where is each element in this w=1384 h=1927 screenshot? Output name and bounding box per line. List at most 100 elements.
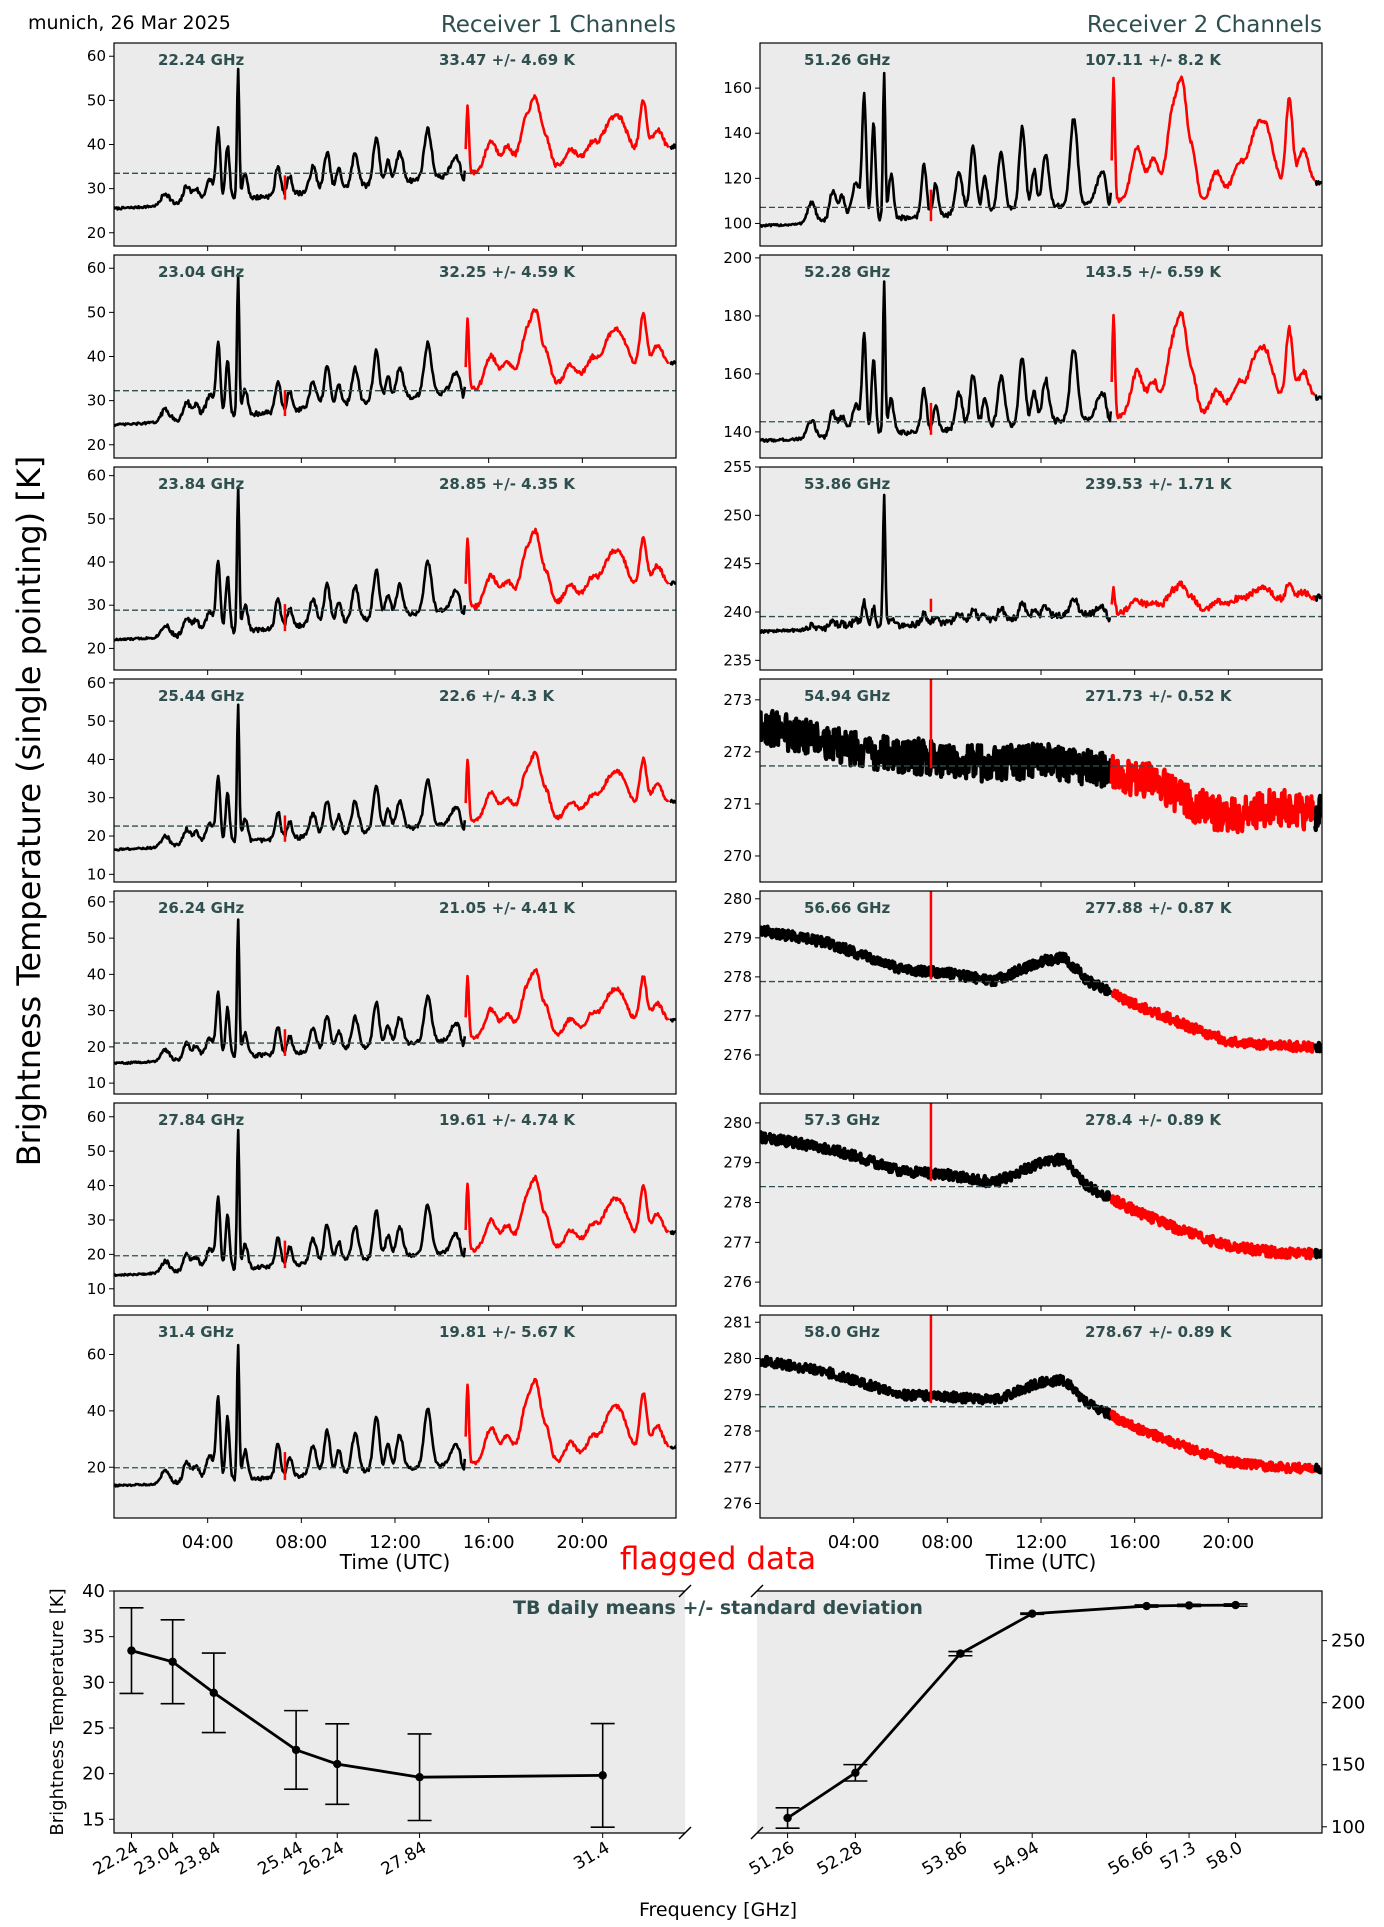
y-tick-label: 30: [87, 180, 106, 198]
series-line-flagged: [464, 1377, 670, 1466]
mean-point: [956, 1649, 965, 1658]
y-tick-label: 40: [87, 1177, 106, 1195]
channel-stat-label: 19.81 +/- 5.67 K: [439, 1323, 576, 1341]
panel-receiver2-channel-7: 276 277 278 279 280 281 58.0 GHz 278.67 +/- 0.8…: [723, 1313, 1323, 1574]
y-tick-label: 30: [87, 1211, 106, 1229]
y-tick-label: 255: [723, 458, 752, 476]
y-tick-label: 279: [723, 929, 752, 947]
series-line-flagged: [1110, 310, 1316, 420]
panel-background: [760, 891, 1322, 1094]
y-tick-label: 50: [87, 929, 106, 947]
y-tick-label: 245: [723, 555, 752, 573]
y-tick-label: 10: [87, 865, 106, 883]
x-tick-label: 12:00: [369, 1532, 421, 1553]
mean-point: [598, 1771, 607, 1780]
y-tick-label: 235: [723, 651, 752, 669]
x-tick-label: 16:00: [463, 1532, 515, 1553]
y-tick-label: 276: [723, 1495, 752, 1513]
y-tick-label: 276: [723, 1273, 752, 1291]
x-tick-label: 12:00: [1015, 1532, 1067, 1553]
axis-break-mark: [678, 1584, 692, 1598]
series-group: [114, 918, 676, 1065]
y-tick-label: 40: [87, 136, 106, 154]
y-tick-label: 40: [87, 348, 106, 366]
channel-frequency-label: 51.26 GHz: [804, 51, 891, 69]
x-tick-label: 08:00: [275, 1532, 327, 1553]
series-line-valid: [114, 918, 467, 1065]
left-y-tick-label: 15: [82, 1809, 105, 1830]
y-tick-label: 20: [87, 1458, 106, 1476]
channel-stat-label: 19.61 +/- 4.74 K: [439, 1111, 576, 1129]
mean-point: [1027, 1609, 1037, 1618]
panel-background: [114, 43, 676, 246]
series-group: [114, 67, 676, 211]
channel-frequency-label: 23.84 GHz: [158, 475, 245, 493]
panel-background: [760, 467, 1322, 670]
summary-right-background: [757, 1591, 1322, 1833]
series-line-valid-tail: [1313, 1462, 1322, 1475]
panel-background: [760, 1103, 1322, 1306]
panel-receiver2-channel-3: 235 240 245 250 255 53.86 GHz 239.53 +/- 1.71 …: [723, 458, 1323, 675]
series-line-valid-tail: [669, 580, 676, 586]
y-tick-label: 160: [723, 79, 752, 97]
x-tick-label: 08:00: [921, 1532, 973, 1553]
y-tick-label: 277: [723, 1458, 752, 1476]
y-tick-label: 30: [87, 392, 106, 410]
y-tick-label: 50: [87, 712, 106, 730]
y-tick-label: 140: [723, 124, 752, 142]
y-tick-label: 40: [87, 965, 106, 983]
panel-receiver1-channel-5: 10 20 30 40 50 60 26.24 GHz 21.05 +/- 4.41 K: [87, 890, 677, 1099]
y-tick-label: 30: [87, 1002, 106, 1020]
mean-point: [783, 1813, 792, 1823]
channel-frequency-label: 58.0 GHz: [804, 1323, 880, 1341]
series-line-flagged: [464, 968, 670, 1040]
y-tick-label: 60: [87, 467, 106, 485]
y-tick-label: 40: [87, 750, 106, 768]
channel-stat-label: 143.5 +/- 6.59 K: [1085, 263, 1222, 281]
y-tick-label: 160: [723, 365, 752, 383]
panel-receiver1-channel-7: 20 40 60 31.4 GHz 19.81 +/- 5.67 K 04:00 08:00…: [87, 1314, 677, 1574]
summary-chart: TB daily means +/- standard deviation 15 2…: [47, 1581, 1365, 1921]
panel-receiver1-channel-1: 20 30 40 50 60 22.24 GHz 33.47 +/- 4.69 K: [87, 42, 677, 251]
mean-point: [415, 1773, 424, 1782]
series-line-valid: [114, 272, 467, 428]
series-line-flagged: [1110, 988, 1316, 1054]
channel-frequency-label: 26.24 GHz: [158, 899, 245, 917]
y-tick-label: 60: [87, 1108, 106, 1126]
left-y-tick-label: 35: [82, 1627, 105, 1648]
series-line-valid: [114, 1128, 467, 1277]
series-line-valid: [760, 1130, 1113, 1202]
channel-stat-label: 278.67 +/- 0.89 K: [1085, 1323, 1233, 1341]
y-tick-label: 273: [723, 691, 752, 709]
y-tick-label: 20: [87, 827, 106, 845]
summary-right-frame: [757, 1590, 1323, 1834]
y-tick-label: 20: [87, 224, 106, 242]
channel-frequency-label: 57.3 GHz: [804, 1111, 880, 1129]
flagged-data-label: flagged data: [620, 1541, 816, 1577]
y-tick-label: 60: [87, 1345, 106, 1363]
x-tick-label: 04:00: [828, 1532, 880, 1553]
y-tick-label: 20: [87, 1245, 106, 1263]
mean-point: [168, 1657, 177, 1666]
panel-receiver2-channel-1: 100 120 140 160 51.26 GHz 107.11 +/- 8.2 K: [723, 42, 1323, 251]
right-y-tick-label: 250: [1331, 1631, 1365, 1652]
y-tick-label: 278: [723, 1422, 752, 1440]
series-line-valid: [760, 708, 1113, 789]
panel-background: [114, 891, 676, 1094]
series-line-valid-tail: [1313, 1040, 1322, 1054]
series-line-valid-tail: [1313, 793, 1322, 833]
y-tick-label: 271: [723, 795, 752, 813]
series-group: [760, 280, 1322, 443]
x-tick-label: 16:00: [1109, 1532, 1161, 1553]
mean-point: [1142, 1601, 1151, 1611]
location-date-label: munich, 26 Mar 2025: [28, 12, 231, 34]
y-tick-label: 278: [723, 1194, 752, 1212]
y-tick-label: 120: [723, 169, 752, 187]
series-line-valid: [114, 67, 467, 211]
series-line-valid-tail: [1313, 1247, 1322, 1260]
x-tick-label: 04:00: [182, 1532, 234, 1553]
axis-break-mark: [750, 1584, 764, 1598]
y-tick-label: 50: [87, 510, 106, 528]
axis-break-mark: [750, 1826, 764, 1840]
series-line-valid: [760, 71, 1113, 228]
